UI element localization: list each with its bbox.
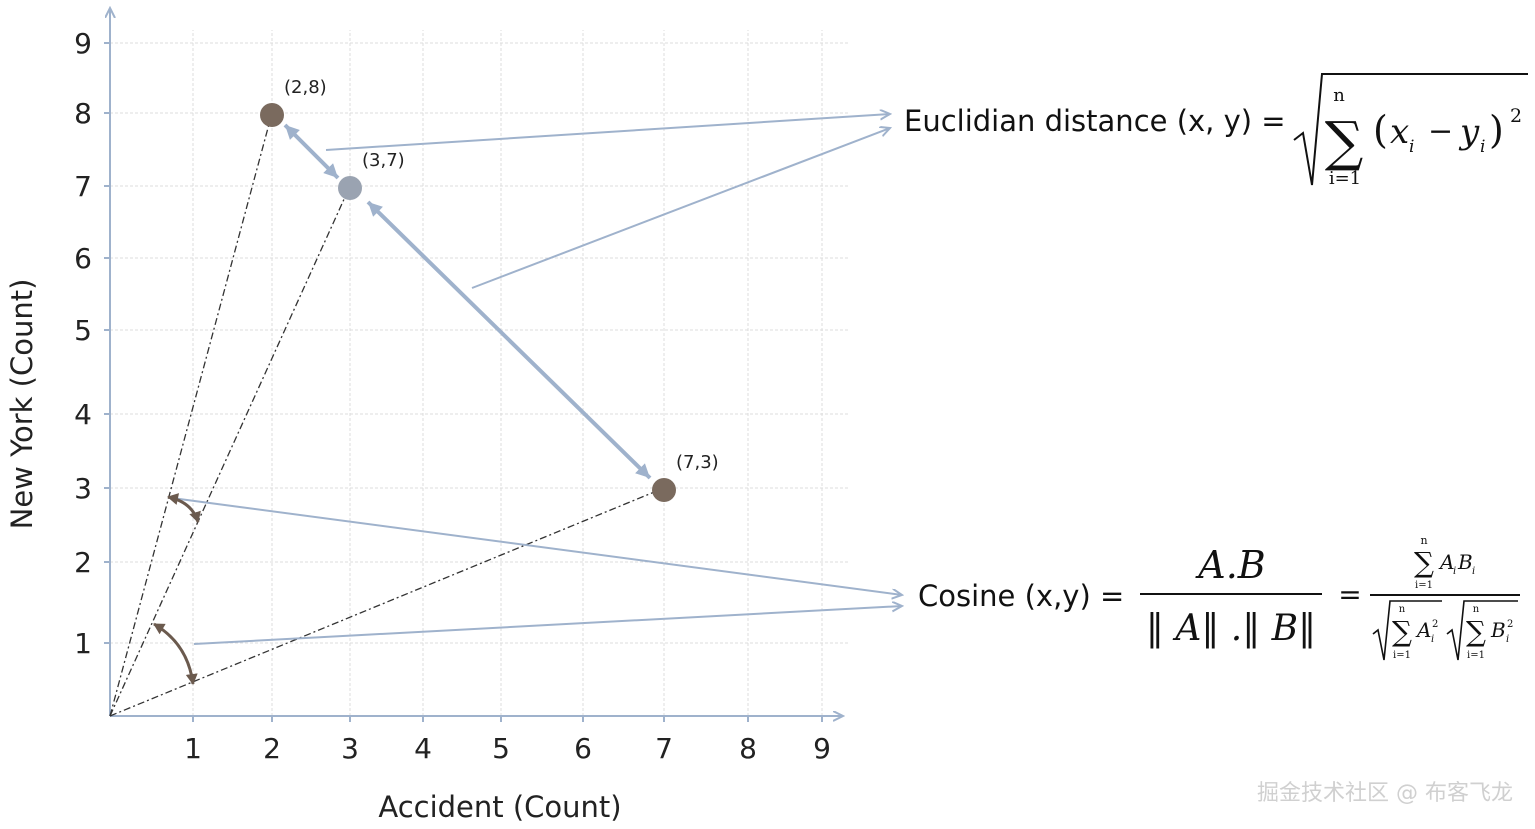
rhs-den-a-sum-top: n — [1399, 604, 1406, 615]
x-tick-label: 5 — [492, 732, 510, 765]
connector-to-cosine-2 — [193, 606, 902, 645]
axes — [110, 8, 843, 716]
distance-arrow-3-7-to-7-3 — [366, 200, 652, 480]
cosine-label: Cosine (x,y) = — [918, 579, 1124, 613]
angle-arc-small — [167, 493, 201, 523]
euclidean-close-paren: ) — [1489, 108, 1504, 152]
y-tick-label: 5 — [74, 314, 92, 347]
x-tick-label: 3 — [341, 732, 359, 765]
data-points: (2,8) (3,7) (7,3) — [260, 77, 719, 502]
y-tick-label: 7 — [74, 170, 92, 203]
rhs-den-b-sum-top: n — [1473, 604, 1480, 615]
origin-vector-line — [109, 487, 665, 717]
x-tick-label: 9 — [813, 732, 831, 765]
y-tick-label: 8 — [74, 97, 92, 130]
y-tick-labels: 1 2 3 4 5 6 7 8 9 — [74, 27, 92, 660]
y-axis-title: New York (Count) — [5, 279, 39, 530]
cosine-numerator: A.B — [1195, 543, 1265, 587]
data-point — [652, 478, 676, 502]
origin-vectors — [109, 112, 665, 717]
sigma-icon: ∑ — [1392, 615, 1412, 648]
x-tick-label: 4 — [414, 732, 432, 765]
rhs-den-b-sum-bottom: i=1 — [1467, 650, 1485, 661]
cosine-equals: = — [1338, 578, 1361, 611]
sigma-icon: ∑ — [1414, 546, 1434, 579]
x-tick-label: 8 — [739, 732, 757, 765]
rhs-num-sum-bottom: i=1 — [1415, 580, 1433, 591]
rhs-num-sub-i-a: i — [1453, 566, 1456, 577]
euclidean-formula: Euclidian distance (x, y) = n ∑ i=1 ( x … — [904, 73, 1528, 189]
y-tick-label: 6 — [74, 242, 92, 275]
data-point-label: (3,7) — [362, 150, 405, 171]
rhs-num-var-a: A — [1438, 550, 1454, 574]
rhs-den-a-sum-bottom: i=1 — [1393, 650, 1411, 661]
data-point-label: (2,8) — [284, 77, 327, 98]
euclidean-minus: − — [1428, 114, 1453, 149]
connector-to-euclidean-1 — [325, 114, 890, 151]
rhs-den-var-a: A — [1415, 618, 1431, 642]
rhs-num-sum-top: n — [1420, 534, 1427, 547]
rhs-den-sub-i-b: i — [1506, 634, 1509, 645]
rhs-den-exp-a: 2 — [1432, 619, 1438, 630]
cosine-denominator: ‖ A‖ .‖ B‖ — [1146, 608, 1316, 649]
rhs-den-var-b: B — [1490, 618, 1506, 642]
euclidean-label: Euclidian distance (x, y) = — [904, 104, 1286, 138]
euclidean-var-y: y — [1458, 112, 1480, 152]
euclidean-sub-i-1: i — [1409, 137, 1414, 157]
connector-to-euclidean-2 — [471, 128, 890, 289]
euclidean-sum-top: n — [1333, 85, 1345, 106]
rhs-den-exp-b: 2 — [1507, 619, 1513, 630]
distance-arrow-2-8-to-3-7 — [283, 123, 340, 180]
origin-vector-line — [109, 185, 351, 717]
data-point — [338, 176, 362, 200]
y-tick-label: 1 — [74, 627, 92, 660]
angle-arc-large — [153, 622, 198, 685]
rhs-num-var-b: B — [1457, 550, 1473, 574]
euclidean-sum-bottom: i=1 — [1329, 168, 1361, 189]
grid — [104, 30, 850, 722]
y-tick-label: 2 — [74, 546, 92, 579]
sqrt-symbol — [1446, 600, 1518, 661]
connector-to-cosine-1 — [171, 497, 902, 595]
euclidean-sub-i-2: i — [1480, 137, 1485, 157]
euclidean-var-x: x — [1390, 112, 1409, 152]
x-tick-label: 2 — [263, 732, 281, 765]
cosine-formula: Cosine (x,y) = A.B ‖ A‖ .‖ B‖ = n ∑ i=1 … — [918, 534, 1520, 661]
x-axis-title: Accident (Count) — [378, 790, 621, 824]
sqrt-symbol — [1293, 73, 1528, 186]
euclidean-exponent: 2 — [1510, 105, 1522, 127]
sigma-icon: ∑ — [1325, 110, 1364, 173]
y-tick-label: 4 — [74, 398, 92, 431]
x-tick-label: 6 — [574, 732, 592, 765]
x-tick-label: 1 — [184, 732, 202, 765]
rhs-num-sub-i-b: i — [1472, 566, 1475, 577]
y-tick-label: 9 — [74, 27, 92, 60]
sigma-icon: ∑ — [1466, 615, 1486, 648]
y-tick-label: 3 — [74, 472, 92, 505]
origin-vector-line — [109, 112, 273, 717]
data-point-label: (7,3) — [676, 452, 719, 473]
euclidean-open-paren: ( — [1373, 108, 1388, 152]
sqrt-symbol — [1372, 600, 1442, 661]
rhs-den-sub-i-a: i — [1431, 634, 1434, 645]
data-point — [260, 103, 284, 127]
x-tick-labels: 1 2 3 4 5 6 7 8 9 — [184, 732, 831, 765]
watermark: 掘金技术社区 @ 布客飞龙 — [1257, 781, 1513, 806]
x-tick-label: 7 — [655, 732, 673, 765]
